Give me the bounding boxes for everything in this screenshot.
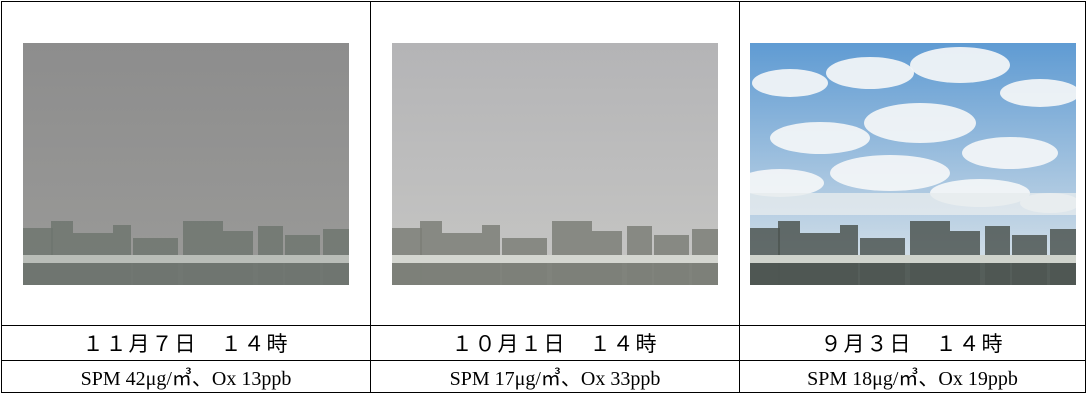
measurement-label-1: SPM 42μg/㎥、Ox 13ppb (1, 360, 371, 393)
date-label-1: １１月７日 １４時 (1, 325, 371, 361)
foreground-roofs (392, 262, 718, 285)
date-label-2: １０月１日 １４時 (370, 325, 740, 361)
cloud (769, 121, 870, 154)
city-sky-photo-1 (23, 42, 349, 285)
horizon-haze (749, 192, 1076, 215)
date-label-3: ９月３日 １４時 (739, 325, 1086, 361)
cloud (749, 168, 824, 197)
city-sky-photo-2 (392, 42, 718, 285)
cloud (961, 136, 1058, 169)
cloud (999, 78, 1076, 107)
cloud (909, 46, 1010, 83)
elevated-road (23, 254, 349, 263)
cloud (751, 68, 828, 97)
elevated-road (392, 254, 718, 263)
photo-cell-1 (1, 1, 371, 326)
city-sky-photo-3 (749, 42, 1076, 285)
photo-cell-3 (739, 1, 1086, 326)
photo-cell-2 (370, 1, 740, 326)
elevated-road (749, 254, 1076, 263)
foreground-roofs (23, 262, 349, 285)
cloud (825, 56, 914, 89)
cloud (829, 154, 950, 191)
measurement-label-3: SPM 18μg/㎥、Ox 19ppb (739, 360, 1086, 393)
measurement-label-2: SPM 17μg/㎥、Ox 33ppb (370, 360, 740, 393)
cloud (863, 102, 976, 143)
foreground-roofs (749, 262, 1076, 285)
